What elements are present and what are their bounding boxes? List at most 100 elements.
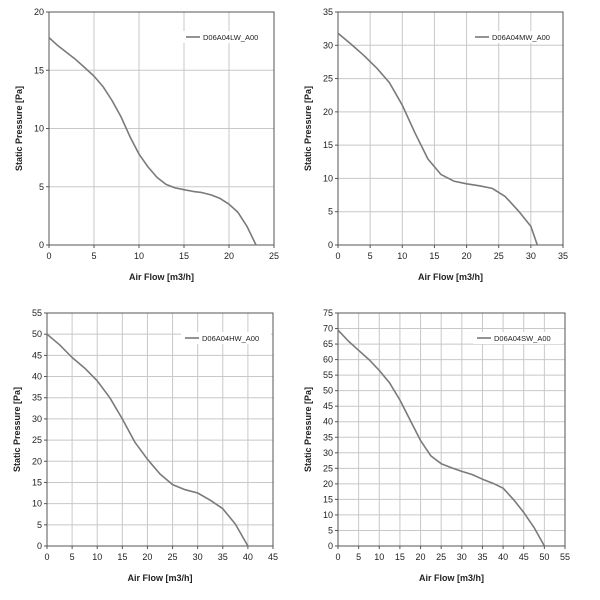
x-tick-label: 15: [179, 251, 189, 261]
y-tick-label: 70: [323, 324, 333, 334]
x-tick-label: 10: [397, 251, 407, 261]
y-tick-label: 35: [32, 393, 42, 403]
y-tick-label: 45: [323, 401, 333, 411]
x-tick-label: 35: [558, 251, 568, 261]
y-tick-label: 50: [323, 386, 333, 396]
y-tick-label: 0: [328, 240, 333, 250]
y-tick-label: 5: [39, 182, 44, 192]
x-axis-label: Air Flow [m3/h]: [419, 573, 484, 583]
y-tick-label: 15: [323, 494, 333, 504]
x-tick-label: 50: [539, 552, 549, 562]
x-tick-label: 15: [395, 552, 405, 562]
y-tick-label: 75: [323, 308, 333, 318]
x-tick-label: 0: [44, 552, 49, 562]
x-tick-label: 5: [356, 552, 361, 562]
x-tick-label: 20: [224, 251, 234, 261]
y-tick-label: 65: [323, 339, 333, 349]
x-axis-label: Air Flow [m3/h]: [128, 573, 193, 583]
x-tick-label: 25: [494, 251, 504, 261]
y-tick-label: 30: [323, 40, 333, 50]
y-tick-label: 40: [32, 372, 42, 382]
y-tick-label: 25: [32, 435, 42, 445]
x-tick-label: 10: [134, 251, 144, 261]
series-line: [46, 333, 249, 547]
y-tick-label: 35: [323, 432, 333, 442]
chart-panel-2: 0 5 10 15 20 25 30 35 0 5 10 15 20 25 30 35 Air Flow [m3…: [303, 7, 568, 282]
y-axis-label: Static Pressure [Pa]: [303, 86, 313, 171]
x-tick-label: 40: [498, 552, 508, 562]
x-axis-label: Air Flow [m3/h]: [129, 272, 194, 282]
y-tick-label: 35: [323, 7, 333, 17]
y-tick-label: 40: [323, 417, 333, 427]
y-axis-label: Static Pressure [Pa]: [12, 387, 22, 472]
x-tick-label: 5: [70, 552, 75, 562]
y-tick-label: 55: [32, 308, 42, 318]
x-tick-label: 20: [416, 552, 426, 562]
x-tick-label: 45: [519, 552, 529, 562]
plot-frame: [337, 11, 564, 246]
x-tick-label: 30: [457, 552, 467, 562]
y-tick-label: 50: [32, 329, 42, 339]
y-tick-label: 25: [323, 463, 333, 473]
legend-label: D06A04LW_A00: [203, 33, 258, 42]
y-tick-label: 15: [32, 477, 42, 487]
chart-panel-3: 0 5 10 15 20 25 30 35 40 45 0 5 10 15 20 25 30 35 40 45 50 55…: [12, 308, 278, 583]
y-tick-label: 10: [323, 510, 333, 520]
legend-box: [181, 332, 271, 344]
y-tick-label: 20: [34, 7, 44, 17]
legend-label: D06A04MW_A00: [492, 33, 550, 42]
y-tick-label: 15: [323, 140, 333, 150]
x-tick-label: 35: [218, 552, 228, 562]
y-axis-label: Static Pressure [Pa]: [303, 387, 313, 472]
y-tick-label: 20: [323, 479, 333, 489]
x-tick-label: 15: [117, 552, 127, 562]
legend-box: [471, 31, 561, 43]
x-axis-label: Air Flow [m3/h]: [418, 272, 483, 282]
y-tick-label: 10: [32, 499, 42, 509]
x-tick-label: 0: [335, 552, 340, 562]
x-tick-label: 25: [436, 552, 446, 562]
x-tick-label: 20: [462, 251, 472, 261]
y-axis-label: Static Pressure [Pa]: [14, 86, 24, 171]
x-tick-label: 25: [269, 251, 279, 261]
x-tick-label: 25: [168, 552, 178, 562]
y-tick-label: 5: [328, 207, 333, 217]
y-tick-label: 20: [32, 456, 42, 466]
series-line: [48, 37, 257, 246]
y-tick-label: 25: [323, 74, 333, 84]
x-tick-label: 30: [526, 251, 536, 261]
y-tick-label: 20: [323, 107, 333, 117]
x-tick-label: 15: [429, 251, 439, 261]
y-tick-label: 55: [323, 370, 333, 380]
legend-label: D06A04HW_A00: [202, 334, 259, 343]
y-tick-label: 15: [34, 65, 44, 75]
y-tick-label: 0: [39, 240, 44, 250]
x-tick-label: 0: [46, 251, 51, 261]
y-tick-label: 0: [328, 541, 333, 551]
y-tick-label: 5: [37, 520, 42, 530]
y-tick-label: 10: [323, 173, 333, 183]
x-tick-label: 35: [477, 552, 487, 562]
legend-box: [473, 332, 563, 344]
legend-box: [182, 31, 272, 43]
plot-frame: [46, 312, 274, 547]
x-tick-label: 5: [368, 251, 373, 261]
y-tick-label: 30: [323, 448, 333, 458]
chart-panel-1: 0 5 10 15 20 25 0 5 10 15 20 Air Flow [m3/h] Static …: [14, 7, 279, 282]
y-tick-label: 30: [32, 414, 42, 424]
legend-label: D06A04SW_A00: [494, 334, 551, 343]
x-tick-label: 5: [91, 251, 96, 261]
chart-panel-4: 0 5 10 15 20 25 30 35 40 45 50 55 0 5 10 15 20 25 30 35 40 45…: [303, 308, 570, 583]
y-tick-label: 60: [323, 355, 333, 365]
plot-frame: [337, 312, 566, 547]
x-tick-label: 55: [560, 552, 570, 562]
x-tick-label: 45: [268, 552, 278, 562]
x-tick-label: 10: [92, 552, 102, 562]
x-tick-label: 0: [335, 251, 340, 261]
series-line: [337, 329, 546, 547]
x-tick-label: 30: [193, 552, 203, 562]
y-tick-label: 45: [32, 350, 42, 360]
y-tick-label: 10: [34, 124, 44, 134]
